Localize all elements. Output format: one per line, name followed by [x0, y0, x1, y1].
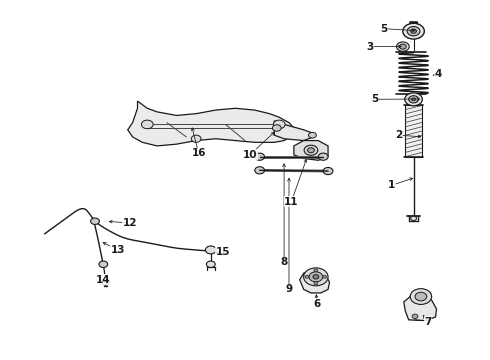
Circle shape: [309, 132, 317, 138]
Polygon shape: [294, 140, 328, 160]
Circle shape: [407, 27, 420, 36]
Circle shape: [323, 167, 333, 175]
Polygon shape: [274, 121, 314, 140]
Circle shape: [304, 268, 328, 286]
Text: 10: 10: [243, 150, 257, 160]
Circle shape: [142, 120, 153, 129]
Text: 5: 5: [371, 94, 378, 104]
Circle shape: [396, 42, 409, 51]
Circle shape: [273, 120, 285, 129]
Text: 8: 8: [280, 257, 288, 267]
Circle shape: [318, 153, 328, 160]
Circle shape: [411, 29, 416, 33]
Circle shape: [91, 218, 99, 225]
Circle shape: [412, 98, 416, 101]
Circle shape: [403, 23, 424, 39]
Circle shape: [405, 93, 422, 106]
Text: 3: 3: [366, 42, 373, 51]
Text: 5: 5: [381, 24, 388, 34]
Circle shape: [272, 125, 281, 131]
Text: 2: 2: [395, 130, 403, 140]
Circle shape: [415, 292, 427, 301]
Polygon shape: [300, 270, 330, 293]
Text: 16: 16: [191, 148, 206, 158]
Circle shape: [412, 314, 418, 319]
Polygon shape: [128, 101, 294, 146]
Circle shape: [411, 216, 416, 221]
Circle shape: [206, 261, 215, 267]
Text: 6: 6: [314, 299, 321, 309]
Text: 7: 7: [424, 317, 432, 327]
Text: 11: 11: [284, 197, 299, 207]
Circle shape: [309, 272, 323, 282]
Circle shape: [255, 167, 265, 174]
Circle shape: [304, 145, 318, 155]
Circle shape: [314, 269, 318, 272]
Circle shape: [102, 279, 110, 285]
Text: 15: 15: [216, 247, 230, 257]
Circle shape: [399, 44, 406, 49]
Text: 9: 9: [285, 284, 293, 294]
Circle shape: [323, 275, 327, 278]
Circle shape: [99, 261, 108, 267]
Text: 14: 14: [96, 275, 111, 285]
Circle shape: [255, 153, 265, 160]
Text: 4: 4: [434, 69, 441, 79]
Text: 12: 12: [123, 218, 137, 228]
Circle shape: [410, 289, 432, 305]
Circle shape: [305, 275, 309, 278]
Text: 1: 1: [388, 180, 395, 190]
Text: 13: 13: [111, 245, 125, 255]
Circle shape: [313, 275, 319, 279]
Circle shape: [409, 96, 418, 103]
Circle shape: [205, 246, 216, 254]
Circle shape: [314, 282, 318, 285]
Polygon shape: [405, 105, 422, 157]
Polygon shape: [404, 296, 437, 320]
Circle shape: [191, 135, 201, 142]
Circle shape: [308, 148, 315, 153]
